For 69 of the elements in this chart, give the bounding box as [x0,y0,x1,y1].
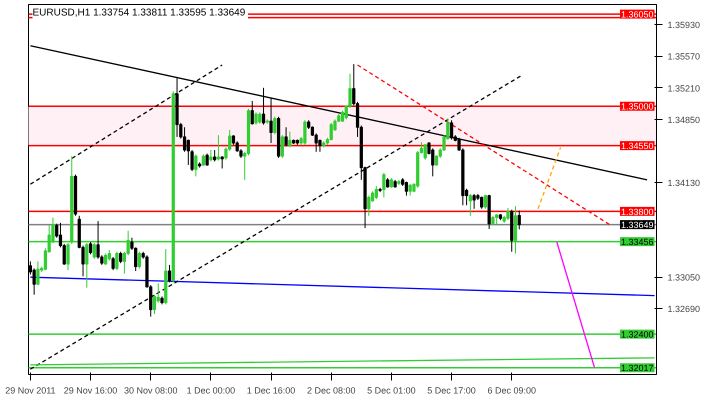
candlestick [202,154,205,166]
candlestick [262,87,266,126]
candlestick [88,242,92,255]
candlestick [374,185,378,200]
ref-line-label: 1.36050 [620,10,654,20]
candlestick [408,184,412,196]
y-tick-label: 1.34130 [668,178,700,188]
candlestick [491,215,495,226]
x-tick-label: 5 Dec 01:00 [367,386,416,396]
candlestick [220,156,224,169]
candlestick [182,126,186,152]
candlestick [250,100,254,126]
candlestick [104,253,108,266]
ref-line-label: 1.33800 [620,206,654,217]
candlestick [36,260,40,286]
y-tick-label: 1.35570 [668,52,700,62]
ref-line-label: 1.32400 [620,330,654,340]
x-tick-label: 1 Dec 16:00 [246,386,296,396]
candlestick [450,120,454,140]
candlestick [424,143,427,160]
candlestick [269,96,273,144]
candlestick [472,193,476,210]
candlestick [115,251,118,271]
ref-line-label: 1.32017 [620,363,654,374]
candlestick [506,207,510,221]
candlestick [284,126,288,148]
x-tick-label: 30 Nov 08:00 [124,386,178,396]
candlestick [382,172,386,198]
candlestick [119,251,122,264]
candlestick [254,112,258,126]
y-tick-label: 1.35210 [668,83,700,94]
candlestick [194,154,198,177]
candlestick [138,251,142,269]
candlestick [111,256,115,271]
y-tick-label: 1.34850 [668,114,700,125]
candlestick [168,264,172,283]
ref-line-label: 1.34550 [620,141,654,152]
x-tick-label: 29 Nov 16:00 [64,386,118,396]
x-tick-label: 6 Dec 09:00 [487,386,536,396]
candlestick [96,220,100,260]
ref-line-label: 1.33649 [620,220,654,230]
candlestick [108,250,111,262]
ref-line-label: 1.35000 [620,102,654,112]
candlestick [468,193,472,216]
candlestick [495,214,498,226]
y-tick-label: 1.32690 [668,304,700,314]
candlestick [480,196,484,210]
candlestick [258,112,262,124]
candlestick [280,134,284,158]
candlestick [288,131,292,148]
candlestick [216,134,220,162]
candlestick [404,181,408,196]
x-tick-label: 5 Dec 17:00 [427,386,476,396]
candlestick [303,120,307,146]
candlestick [367,195,370,216]
candlestick [330,122,333,141]
candlestick [205,153,209,166]
y-tick-label: 1.33050 [668,272,700,283]
candlestick [518,210,521,230]
candlestick [213,150,216,162]
chart-title: EURUSD,H1 1.33754 1.33811 1.33595 1.33649 [32,8,246,18]
candlestick [484,194,488,210]
candlestick [273,116,276,135]
y-tick-label: 1.35930 [668,20,700,30]
x-tick-label: 1 Dec 00:00 [186,386,236,396]
ref-line-label: 1.33456 [620,237,654,248]
candlestick [209,150,213,162]
x-tick-label: 2 Dec 08:00 [306,386,356,396]
x-tick-label: 29 Nov 2011 [5,386,56,396]
